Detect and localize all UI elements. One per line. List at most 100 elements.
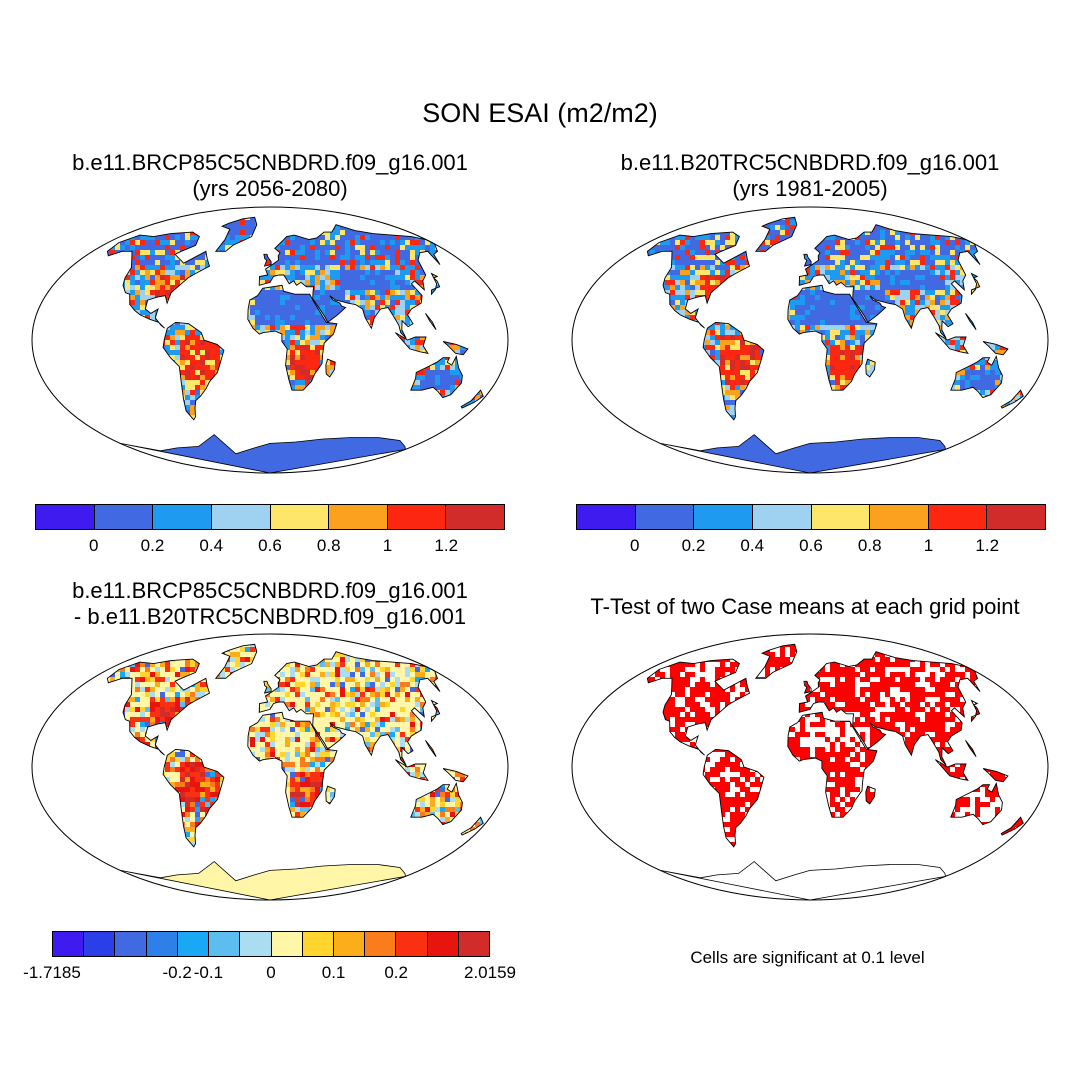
colorbar-swatch	[458, 932, 490, 956]
coastline-japan	[970, 699, 981, 723]
coastline-eurasia	[798, 651, 981, 766]
colorbar-swatch	[211, 505, 271, 529]
coastline-eurasia	[798, 224, 981, 339]
colorbar-swatch	[752, 505, 812, 529]
coastline-philippines	[965, 740, 977, 757]
coastline-indonesia	[395, 759, 429, 781]
ocean-background	[572, 207, 1048, 473]
coastline-philippines	[425, 313, 437, 330]
ocean-background	[572, 634, 1048, 900]
colorbar-tick-label: -0.2	[162, 963, 191, 983]
coastline-eurasia	[258, 651, 441, 766]
map-border	[571, 633, 1049, 901]
coastline-northAmerica	[646, 231, 751, 329]
colorbar-tick-label: 0.4	[199, 536, 223, 556]
colorbar-tick-label: 0.8	[858, 536, 882, 556]
significance-note: Cells are significant at 0.1 level	[600, 948, 1015, 968]
coastline-greenland	[754, 216, 798, 252]
coastline-australia	[410, 354, 463, 399]
panel-title-historical: b.e11.B20TRC5CNBDRD.f09_g16.001 (yrs 198…	[560, 150, 1060, 202]
colorbar-swatch	[635, 505, 695, 529]
panel-title-line1: b.e11.B20TRC5CNBDRD.f09_g16.001	[560, 150, 1060, 176]
coastline-madagascar	[865, 785, 876, 805]
colorbar-swatch	[36, 505, 95, 529]
coastline-northAmerica	[106, 658, 211, 756]
colorbar-swatch	[271, 932, 303, 956]
coastline-greenland	[214, 216, 258, 252]
colorbar-swatch	[694, 505, 753, 529]
map-historical	[571, 206, 1049, 474]
ocean-background	[32, 634, 508, 900]
colorbar-tick-label: 0.1	[322, 963, 346, 983]
coastline-madagascar	[325, 358, 336, 378]
colorbar-tick-label: 0	[630, 536, 639, 556]
colorbar-swatch	[177, 932, 210, 956]
colorbar-swatch	[53, 932, 85, 956]
colorbar-swatch	[365, 932, 397, 956]
coastline-greenland	[754, 643, 798, 679]
colorbar-tick-label: 0.2	[141, 536, 165, 556]
colorbar-tick-label: 0	[89, 536, 98, 556]
panel-title-line2: (yrs 2056-2080)	[20, 176, 520, 202]
coastline-newGuinea	[442, 768, 469, 783]
coastline-newGuinea	[982, 768, 1009, 783]
coastline-newZealand	[1000, 816, 1024, 836]
panel-title-rcp85: b.e11.BRCP85C5CNBDRD.f09_g16.001 (yrs 20…	[20, 150, 520, 202]
coastline-africa	[247, 284, 338, 391]
colorbar-tick-label: 0	[266, 963, 275, 983]
colorbar-historical	[576, 504, 1046, 530]
map-ttest	[571, 633, 1049, 901]
colorbar-swatch	[209, 932, 241, 956]
coastline-britain	[803, 680, 812, 694]
coastline-southAmerica	[702, 321, 765, 421]
colorbar-tick-label: -1.7185	[23, 963, 81, 983]
map-difference	[31, 633, 509, 901]
colorbar-tick-label: 1.2	[434, 536, 458, 556]
colorbar-swatch	[270, 505, 330, 529]
coastline-japan	[430, 272, 441, 296]
colorbar-swatch	[84, 932, 116, 956]
colorbar-swatch	[146, 932, 178, 956]
coastline-africa	[247, 711, 338, 818]
map-border	[31, 633, 509, 901]
colorbar-tick-label: 1	[924, 536, 933, 556]
colorbar-labels-historical: 0 0.2 0.4 0.6 0.8 1 1.2	[576, 536, 1046, 556]
coastline-australia	[950, 781, 1003, 826]
antarctica	[660, 861, 946, 900]
coastline-southAmerica	[162, 748, 225, 848]
coastline-northAmerica	[646, 658, 751, 756]
colorbar-swatch	[396, 932, 428, 956]
coastline-eurasia	[258, 224, 441, 339]
colorbar-swatch	[153, 505, 212, 529]
coastline-newZealand	[460, 816, 484, 836]
map-border	[31, 206, 509, 474]
coastline-greenland	[214, 643, 258, 679]
coastline-australia	[950, 354, 1003, 399]
coastline-africa	[787, 284, 878, 391]
colorbar-difference	[52, 931, 490, 957]
coastline-indonesia	[935, 759, 969, 781]
colorbar-tick-label: 0.8	[317, 536, 341, 556]
figure-title: SON ESAI (m2/m2)	[0, 98, 1080, 129]
coastline-madagascar	[325, 785, 336, 805]
panel-title-difference: b.e11.BRCP85C5CNBDRD.f09_g16.001 - b.e11…	[20, 578, 520, 630]
colorbar-tick-label: 0.6	[258, 536, 282, 556]
coastline-africa	[787, 711, 878, 818]
colorbar-tick-label: 0.6	[799, 536, 823, 556]
colorbar-swatch	[870, 505, 929, 529]
colorbar-labels-difference: -1.7185 -0.2 -0.1 0 0.1 0.2 2.0159	[23, 963, 516, 983]
colorbar-tick-label: 0.2	[384, 963, 408, 983]
panel-title-line1: T-Test of two Case means at each grid po…	[550, 594, 1060, 620]
panel-title-line2: - b.e11.B20TRC5CNBDRD.f09_g16.001	[20, 604, 520, 630]
coastline-japan	[970, 272, 981, 296]
panel-title-line2: (yrs 1981-2005)	[560, 176, 1060, 202]
colorbar-swatch	[302, 932, 334, 956]
antarctica	[120, 434, 406, 473]
colorbar-tick-label: 0.2	[682, 536, 706, 556]
panel-title-line1: b.e11.BRCP85C5CNBDRD.f09_g16.001	[20, 150, 520, 176]
colorbar-swatch	[387, 505, 447, 529]
colorbar-swatch	[577, 505, 636, 529]
colorbar-tick-label: 0.4	[740, 536, 764, 556]
coastline-newGuinea	[442, 341, 469, 356]
coastline-newGuinea	[982, 341, 1009, 356]
